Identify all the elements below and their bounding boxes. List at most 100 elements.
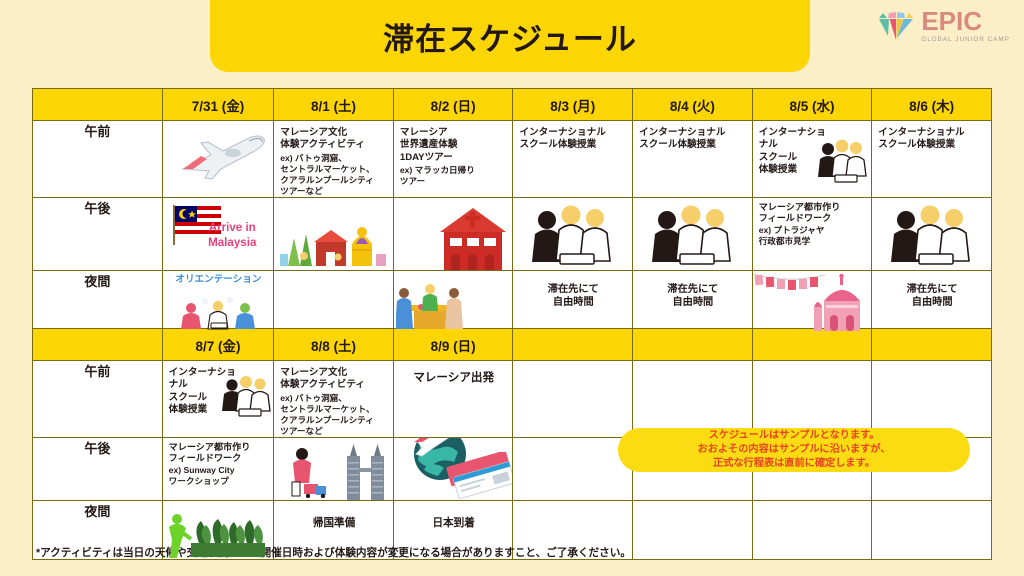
week1-day-2-header[interactable]: 8/2 (日): [392, 88, 514, 121]
week1-day-1-header[interactable]: 8/1 (土): [273, 88, 394, 121]
market-vendors-icon: [395, 283, 463, 329]
row-label-night: 夜間: [32, 269, 163, 332]
week1-d4-morning-title: インターナショナル スクール体験授業: [639, 127, 726, 151]
week1-cell-d0-morning[interactable]: [161, 120, 275, 198]
week2-cell-d5-morning[interactable]: [751, 360, 873, 438]
week1-cell-d4-morning[interactable]: インターナショナル スクール体験授業: [632, 120, 753, 198]
week2-cell-d2-afternoon[interactable]: [392, 436, 514, 501]
week2-header-row: 8/7 (金) 8/8 (土) 8/9 (日): [32, 328, 992, 361]
week2-day-5-header[interactable]: [751, 328, 873, 361]
week2-day-6-header[interactable]: [871, 328, 992, 361]
week2-d2-morning-title: マレーシア出発: [413, 371, 495, 384]
bunting-flags-icon: [753, 273, 825, 290]
logo-name: EPIC: [921, 6, 982, 36]
page-title: 滞在スケジュール: [383, 21, 637, 58]
week2-d0-morning-title: インターナショナル スクール 体験授業: [168, 367, 236, 415]
week1-cell-d5-afternoon[interactable]: マレーシア都市作り フィールドワーク ex) プトラジャヤ 行政都市見学: [751, 196, 873, 271]
sample-schedule-note-text: スケジュールはサンプルとなります。 おおよその内容はサンプルに沿いますが、 正式…: [697, 429, 891, 470]
schedule-week1: 7/31 (金) 8/1 (土) 8/2 (日) 8/3 (月) 8/4 (火)…: [32, 88, 992, 332]
week2-cell-d0-afternoon[interactable]: マレーシア都市作り フィールドワーク ex) Sunway City ワークショ…: [161, 436, 275, 501]
week2-cell-d1-night[interactable]: 帰国準備: [273, 499, 394, 560]
week1-cell-d6-night[interactable]: 滞在先にて 自由時間: [871, 269, 992, 332]
week1-cell-d3-afternoon[interactable]: [512, 196, 634, 271]
week1-day-0-header[interactable]: 7/31 (金): [161, 88, 275, 121]
week2-d0-afternoon-ex: ex) Sunway City ワークショップ: [168, 464, 235, 486]
week2-cell-d1-afternoon[interactable]: [273, 436, 394, 501]
week1-cell-d0-night[interactable]: オリエンテーション: [161, 269, 275, 332]
week1-cell-d1-morning[interactable]: マレーシア文化 体験アクティビティ ex) バトゥ洞窟、 セントラルマーケット、…: [273, 120, 394, 198]
group-discussion-icon: [180, 296, 255, 330]
logo-text-block: EPIC GLOBAL JUNIOR CAMP: [921, 8, 1010, 43]
week2-cell-d0-morning[interactable]: インターナショナル スクール 体験授業: [161, 360, 275, 438]
week1-cell-d2-morning[interactable]: マレーシア 世界遺産体験 1DAYツアー ex) マラッカ日帰り ツアー: [392, 120, 514, 198]
logo-tagline: GLOBAL JUNIOR CAMP: [921, 36, 1010, 43]
week2-day-1-header[interactable]: 8/8 (土): [273, 328, 394, 361]
week2-cell-d3-morning[interactable]: [512, 360, 634, 438]
diamond-logo-icon: [879, 11, 914, 40]
week1-d1-morning-ex: ex) バトゥ洞窟、 セントラルマーケット、 クアラルンプールシティ ツアーなど: [280, 152, 375, 196]
week2-cell-d6-night[interactable]: [871, 499, 992, 560]
week2-cell-d1-morning[interactable]: マレーシア文化 体験アクティビティ ex) バトゥ洞窟、 セントラルマーケット、…: [273, 360, 394, 438]
week2-cell-d3-night[interactable]: [512, 499, 634, 560]
week1-cell-d1-night[interactable]: [273, 269, 394, 332]
christ-church-melaka-icon: [440, 207, 507, 270]
week1-cell-d6-morning[interactable]: インターナショナル スクール体験授業: [871, 120, 992, 198]
week2-cell-d4-morning[interactable]: [632, 360, 753, 438]
week1-cell-d5-morning[interactable]: インターナショナル スクール 体験授業: [751, 120, 873, 198]
week1-d4-night-title: 滞在先にて 自由時間: [667, 283, 719, 308]
week2-night-row: 夜間: [32, 499, 992, 560]
week2-d2-night-title: 日本到着: [432, 516, 475, 529]
week2-day-0-header[interactable]: 8/7 (金): [161, 328, 275, 361]
footer-disclaimer: *アクティビティは当日の天候や交通状況により開催日時および体験内容が変更になる場…: [36, 547, 631, 559]
week2-cell-d6-morning[interactable]: [871, 360, 992, 438]
row-label-morning: 午前: [32, 120, 163, 198]
week1-d6-morning-title: インターナショナル スクール体験授業: [878, 127, 965, 151]
week2-cell-d2-morning[interactable]: マレーシア出発: [392, 360, 514, 438]
week1-cell-d2-night[interactable]: [392, 269, 514, 332]
row-label-afternoon-2: 午後: [32, 436, 163, 501]
week2-day-4-header[interactable]: [632, 328, 753, 361]
week2-d0-afternoon-title: マレーシア都市作り フィールドワーク: [168, 441, 251, 464]
week1-cell-d3-morning[interactable]: インターナショナル スクール体験授業: [512, 120, 634, 198]
week1-day-5-header[interactable]: 8/5 (水): [751, 88, 873, 121]
week1-d2-morning-ex: ex) マラッカ日帰り ツアー: [399, 164, 475, 186]
putra-mosque-icon: [814, 273, 861, 331]
shopper-icon: [291, 447, 327, 498]
week1-cell-d4-night[interactable]: 滞在先にて 自由時間: [632, 269, 753, 332]
week1-cell-d4-afternoon[interactable]: [632, 196, 753, 271]
week1-d5-afternoon-title: マレーシア都市作り フィールドワーク: [758, 201, 841, 224]
week1-night-row: 夜間 オリエンテーション: [32, 269, 992, 332]
week1-cell-d2-afternoon[interactable]: [392, 196, 514, 271]
week2-day-2-header[interactable]: 8/9 (日): [392, 328, 514, 361]
row-label-afternoon: 午後: [32, 196, 163, 271]
week2-corner-cell: [32, 328, 163, 361]
week1-cell-d1-afternoon[interactable]: [273, 196, 394, 271]
week1-day-4-header[interactable]: 8/4 (火): [632, 88, 753, 121]
students-laptop-icon: [891, 205, 971, 265]
week1-cell-d3-night[interactable]: 滞在先にて 自由時間: [512, 269, 634, 332]
week2-cell-d5-night[interactable]: [751, 499, 873, 560]
week1-d5-morning-title: インターナショナル スクール 体験授業: [758, 127, 826, 175]
week1-cell-d6-afternoon[interactable]: [871, 196, 992, 271]
week1-day-6-header[interactable]: 8/6 (木): [871, 88, 992, 121]
week1-d2-morning-title: マレーシア 世界遺産体験 1DAYツアー: [399, 127, 458, 163]
week2-cell-d2-night[interactable]: 日本到着: [392, 499, 514, 560]
airplane-icon: [180, 135, 265, 180]
week1-cell-d0-afternoon[interactable]: Arrive in Malaysia: [161, 196, 275, 271]
week2-cell-d3-afternoon[interactable]: [512, 436, 634, 501]
week1-day-3-header[interactable]: 8/3 (月): [512, 88, 634, 121]
week1-afternoon-row: 午後 Arrive in Malaysia: [32, 196, 992, 271]
week2-morning-row: 午前 インターナショナル スクール 体験授業 マレーシア文化 体験アクティビティ…: [32, 360, 992, 438]
week2-d1-night-title: 帰国準備: [312, 516, 356, 529]
week2-d1-morning-ex: ex) バトゥ洞窟、 セントラルマーケット、 クアラルンプールシティ ツアーなど: [280, 392, 375, 436]
week2-day-3-header[interactable]: [512, 328, 634, 361]
week1-d5-afternoon-ex: ex) プトラジャヤ 行政都市見学: [758, 224, 825, 246]
students-laptop-icon: [532, 205, 612, 265]
title-banner: 滞在スケジュール: [210, 0, 810, 72]
page-header: 滞在スケジュール EPIC GLOBAL JUNIOR CAMP: [0, 0, 1024, 82]
week1-d3-night-title: 滞在先にて 自由時間: [547, 283, 599, 308]
week1-cell-d5-night[interactable]: [751, 269, 873, 332]
week1-d6-night-title: 滞在先にて 自由時間: [906, 283, 958, 308]
week1-corner-cell: [32, 88, 163, 121]
week1-morning-row: 午前 マレーシア文化 体験アクティビティ ex) バトゥ洞窟、 セントラルマーケ…: [32, 120, 992, 198]
